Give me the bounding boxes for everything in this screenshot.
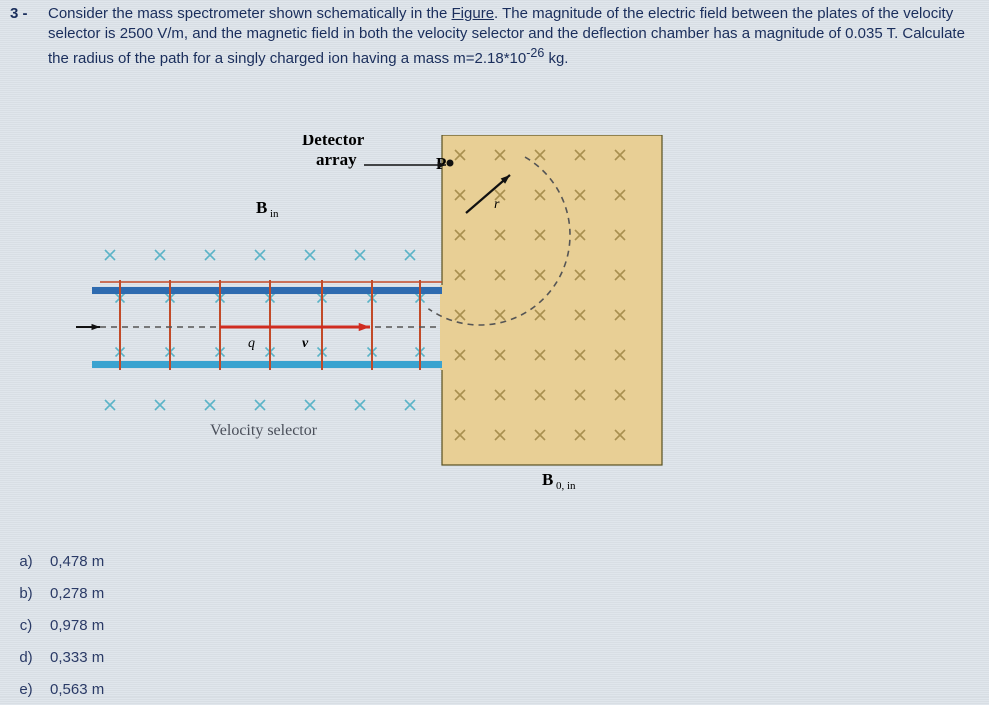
svg-text:q: q [248, 336, 255, 351]
svg-text:r: r [494, 197, 500, 212]
option-value: 0,333 m [44, 649, 104, 666]
svg-text:Detector: Detector [302, 135, 365, 149]
option-e[interactable]: e) 0,563 m [8, 673, 104, 705]
svg-text:Velocity selector: Velocity selector [210, 422, 318, 439]
svg-text:B: B [542, 470, 553, 489]
option-value: 0,978 m [44, 617, 104, 634]
option-b[interactable]: b) 0,278 m [8, 577, 104, 609]
svg-text:B: B [256, 198, 267, 217]
figure-svg: EqvrPDetectorarrayBinVelocity selectorB0… [70, 135, 690, 495]
option-d[interactable]: d) 0,333 m [8, 641, 104, 673]
svg-text:in: in [270, 208, 279, 220]
svg-text:0, in: 0, in [556, 480, 576, 492]
figure-link[interactable]: Figure [452, 5, 495, 22]
option-label: c) [8, 617, 44, 634]
option-label: b) [8, 585, 44, 602]
q-text-3: kg. [544, 50, 568, 67]
option-label: a) [8, 553, 44, 570]
option-value: 0,563 m [44, 681, 104, 698]
option-value: 0,278 m [44, 585, 104, 602]
option-label: e) [8, 681, 44, 698]
question-number: 3 - [10, 4, 34, 24]
svg-text:v: v [302, 336, 309, 351]
answer-options: a) 0,478 m b) 0,278 m c) 0,978 m d) 0,33… [8, 545, 104, 705]
option-label: d) [8, 649, 44, 666]
option-a[interactable]: a) 0,478 m [8, 545, 104, 577]
option-c[interactable]: c) 0,978 m [8, 609, 104, 641]
mass-spectrometer-figure: EqvrPDetectorarrayBinVelocity selectorB0… [70, 135, 690, 495]
svg-text:array: array [316, 150, 357, 169]
q-text-exp: -26 [526, 46, 544, 60]
q-text-1: Consider the mass spectrometer shown sch… [48, 5, 452, 22]
question-text: Consider the mass spectrometer shown sch… [48, 4, 979, 69]
option-value: 0,478 m [44, 553, 104, 570]
question-header: 3 - Consider the mass spectrometer shown… [0, 0, 989, 69]
